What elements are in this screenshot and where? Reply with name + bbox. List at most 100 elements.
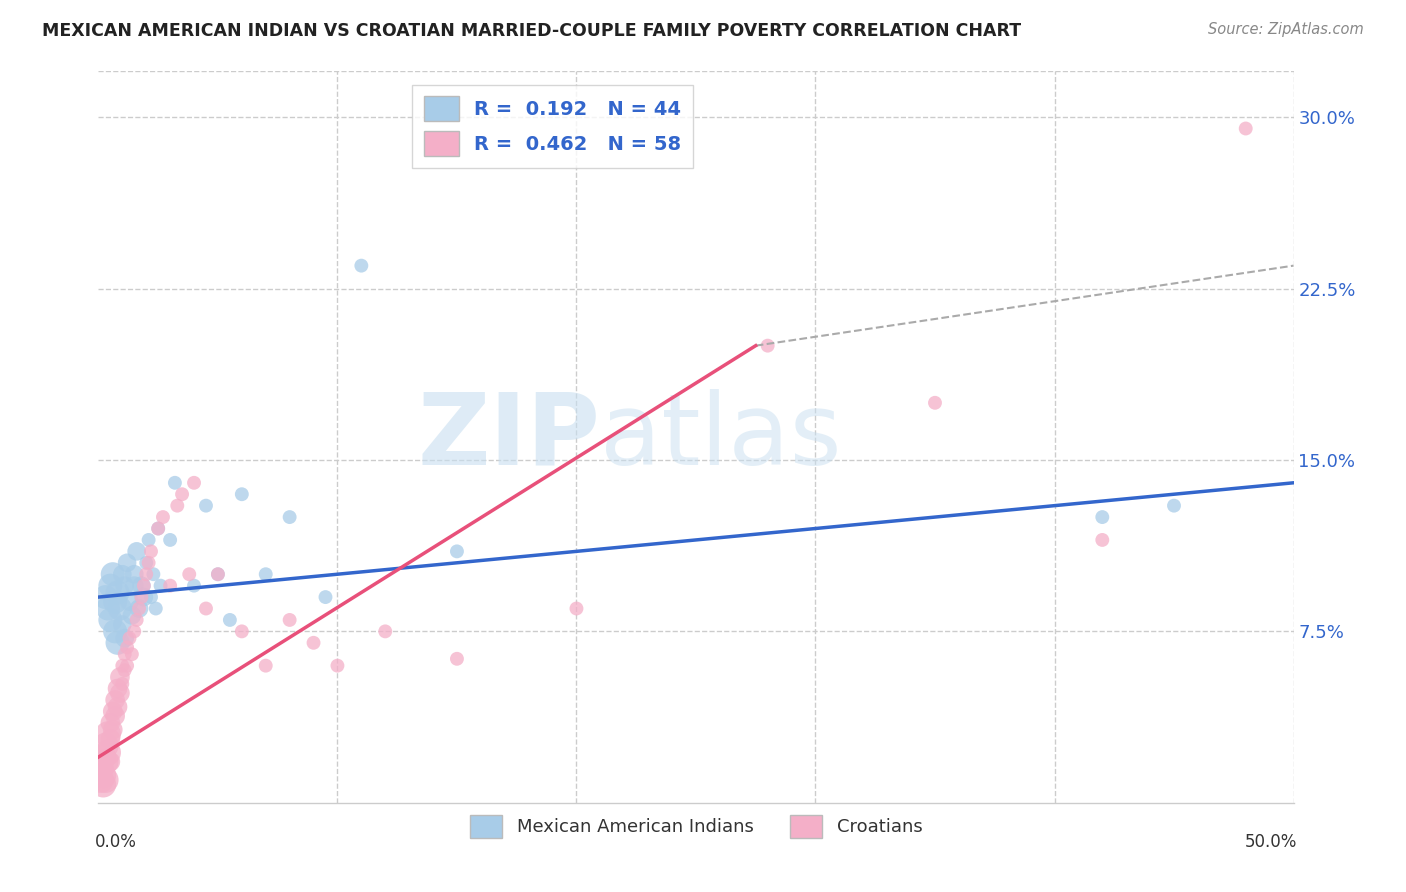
Point [101, 705, 124, 719]
Point [145, 601, 167, 615]
Point [98, 731, 122, 746]
Point [121, 608, 143, 623]
Point [315, 590, 337, 604]
Point [278, 613, 301, 627]
Point [98, 715, 122, 730]
Point [101, 723, 124, 737]
Point [97, 601, 120, 615]
Point [107, 585, 129, 599]
Point [166, 499, 188, 513]
Point [97, 746, 120, 760]
Point [98, 755, 122, 769]
Point [565, 601, 588, 615]
Point [446, 652, 468, 666]
Point [159, 579, 181, 593]
Point [231, 624, 253, 639]
Point [138, 533, 160, 547]
Point [326, 658, 349, 673]
Point [1163, 499, 1185, 513]
Point [91, 778, 114, 792]
Point [114, 647, 136, 661]
Point [254, 658, 277, 673]
Point [111, 617, 134, 632]
Point [163, 475, 186, 490]
Point [138, 556, 160, 570]
Point [1234, 121, 1257, 136]
Point [94, 755, 117, 769]
Point [207, 567, 229, 582]
Point [924, 396, 946, 410]
Point [374, 624, 396, 639]
Point [131, 579, 153, 593]
Point [152, 510, 174, 524]
Text: 0.0%: 0.0% [94, 833, 136, 851]
Point [128, 601, 150, 615]
Legend: Mexican American Indians, Croatians: Mexican American Indians, Croatians [463, 807, 929, 845]
Point [446, 544, 468, 558]
Point [108, 686, 131, 700]
Point [1091, 510, 1114, 524]
Point [278, 510, 301, 524]
Point [115, 658, 138, 673]
Point [254, 567, 277, 582]
Point [91, 768, 114, 782]
Point [128, 601, 150, 615]
Point [219, 613, 242, 627]
Point [207, 567, 229, 582]
Point [124, 567, 146, 582]
Point [125, 613, 148, 627]
Point [114, 579, 136, 593]
Point [195, 499, 218, 513]
Point [101, 567, 124, 582]
Point [118, 632, 141, 646]
Point [350, 259, 373, 273]
Point [98, 613, 122, 627]
Point [104, 693, 127, 707]
Point [97, 727, 120, 741]
Point [302, 636, 325, 650]
Point [135, 556, 157, 570]
Point [111, 677, 134, 691]
Point [94, 590, 117, 604]
Point [108, 601, 131, 615]
Point [115, 556, 138, 570]
Point [104, 709, 127, 723]
Point [149, 579, 172, 593]
Point [98, 579, 122, 593]
Point [94, 772, 117, 787]
Point [131, 590, 153, 604]
Point [195, 601, 218, 615]
Text: Source: ZipAtlas.com: Source: ZipAtlas.com [1208, 22, 1364, 37]
Point [172, 487, 194, 501]
Point [107, 681, 129, 696]
Point [114, 632, 136, 646]
Point [114, 663, 136, 677]
Point [132, 579, 155, 593]
Point [90, 772, 112, 787]
Point [756, 338, 779, 352]
Point [118, 595, 141, 609]
Point [132, 590, 155, 604]
Text: ZIP: ZIP [418, 389, 600, 485]
Point [111, 658, 134, 673]
Text: MEXICAN AMERICAN INDIAN VS CROATIAN MARRIED-COUPLE FAMILY POVERTY CORRELATION CH: MEXICAN AMERICAN INDIAN VS CROATIAN MARR… [42, 22, 1021, 40]
Point [115, 640, 138, 655]
Point [179, 567, 201, 582]
Point [231, 487, 253, 501]
Point [124, 624, 146, 639]
Point [107, 636, 129, 650]
Point [104, 595, 127, 609]
Point [139, 544, 162, 558]
Point [124, 579, 146, 593]
Point [111, 567, 134, 582]
Point [104, 624, 127, 639]
Point [135, 567, 157, 582]
Point [90, 762, 112, 776]
Point [148, 521, 170, 535]
Text: 50.0%: 50.0% [1244, 833, 1298, 851]
Point [183, 579, 205, 593]
Point [108, 670, 131, 684]
Point [107, 699, 129, 714]
Point [125, 544, 148, 558]
Text: atlas: atlas [600, 389, 842, 485]
